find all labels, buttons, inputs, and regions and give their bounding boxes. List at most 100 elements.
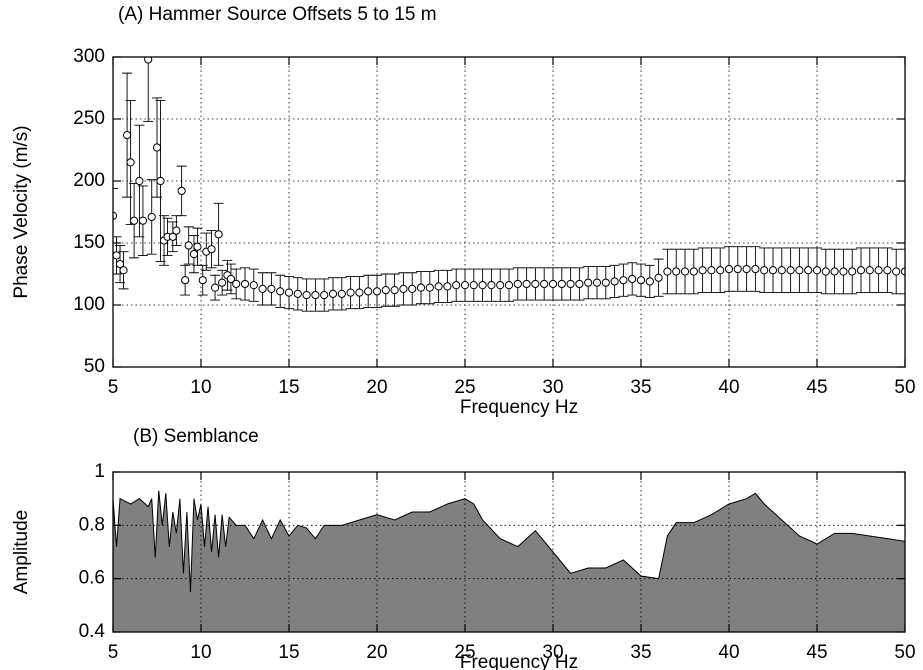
data-point [372, 287, 382, 296]
data-point [742, 264, 751, 274]
data-point [601, 278, 610, 287]
data-point [364, 287, 373, 296]
data-point [592, 278, 602, 287]
data-point [425, 283, 434, 292]
data-point [733, 264, 742, 274]
x-tick-label: 50 [894, 642, 915, 663]
data-point [267, 284, 276, 293]
x-tick-label: 30 [542, 377, 563, 398]
data-point [226, 274, 236, 284]
data-point [504, 281, 514, 290]
data-point [210, 283, 220, 292]
x-tick-label: 35 [630, 377, 651, 398]
data-point [768, 266, 778, 275]
data-point [900, 267, 905, 276]
data-point [856, 266, 866, 275]
data-point [751, 264, 760, 274]
data-point [113, 251, 121, 260]
data-point [355, 288, 364, 297]
data-point [218, 278, 227, 287]
x-axis-label: Frequency Hz [460, 397, 578, 418]
data-point [390, 286, 399, 295]
area [113, 490, 905, 632]
data-point [557, 279, 566, 289]
data-point [144, 57, 153, 64]
data-point [302, 290, 311, 300]
x-tick-label: 40 [718, 377, 739, 398]
data-point [258, 284, 267, 293]
plot-area [113, 57, 905, 367]
x-tick-label: 30 [542, 642, 563, 663]
data-point [496, 281, 505, 290]
chart-title: (B) Semblance [133, 426, 259, 447]
data-point [865, 266, 874, 275]
data-point [434, 282, 443, 291]
data-point [126, 158, 135, 167]
data-point [416, 283, 426, 292]
y-axis-label: Amplitude [11, 510, 32, 595]
x-tick-label: 45 [806, 377, 827, 398]
data-point [821, 267, 830, 276]
plot-area [113, 472, 905, 632]
y-axis-label: Phase Velocity (m/s) [11, 125, 32, 298]
data-point [663, 267, 672, 276]
plot-frame [112, 471, 906, 633]
data-point [645, 277, 654, 286]
y-tick-label: 50 [84, 356, 105, 377]
y-tick-label: 0.4 [79, 621, 106, 642]
x-tick-label: 40 [718, 642, 739, 663]
x-tick-label: 45 [806, 642, 827, 663]
data-point [119, 266, 128, 275]
data-point [777, 266, 786, 275]
data-point [566, 279, 575, 289]
data-point [575, 279, 584, 289]
data-point [460, 281, 470, 290]
data-point [804, 266, 813, 275]
data-point [619, 276, 628, 285]
y-tick-label: 250 [73, 108, 105, 129]
x-tick-label: 10 [190, 377, 211, 398]
data-point [189, 250, 199, 259]
data-point [848, 267, 857, 276]
x-tick-label: 25 [454, 642, 475, 663]
data-point [381, 286, 390, 295]
y-tick-label: 150 [73, 232, 105, 253]
data-point [478, 281, 487, 290]
data-point [214, 230, 223, 239]
y-tick-label: 300 [73, 46, 105, 67]
data-point [198, 276, 207, 285]
chart-title: (A) Hammer Source Offsets 5 to 15 m [118, 4, 437, 25]
data-point [337, 289, 346, 298]
y-tick-label: 1 [94, 461, 105, 482]
data-point [716, 266, 725, 275]
data-point [328, 289, 338, 298]
data-point [152, 143, 162, 152]
data-point [786, 266, 795, 275]
data-point [399, 284, 408, 293]
y-tick-label: 0.6 [79, 568, 105, 589]
data-point [193, 242, 202, 251]
y-tick-label: 100 [73, 294, 105, 315]
data-point [707, 266, 716, 275]
data-point [346, 288, 355, 297]
x-tick-label: 15 [278, 377, 299, 398]
data-point [138, 216, 148, 225]
plot-frame [112, 56, 906, 368]
data-point [795, 266, 804, 275]
data-point [610, 277, 619, 286]
data-point [812, 266, 822, 275]
data-point [584, 278, 593, 287]
data-point [540, 279, 549, 289]
x-tick-label: 20 [366, 642, 387, 663]
data-point [184, 241, 193, 250]
x-tick-label: 5 [108, 377, 119, 398]
data-point [240, 279, 250, 289]
data-point [531, 279, 540, 289]
data-point [698, 266, 707, 275]
data-point [548, 279, 558, 289]
x-axis-label: Frequency Hz [460, 652, 578, 670]
data-point [760, 266, 769, 275]
x-tick-label: 20 [366, 377, 387, 398]
data-point [892, 267, 901, 276]
